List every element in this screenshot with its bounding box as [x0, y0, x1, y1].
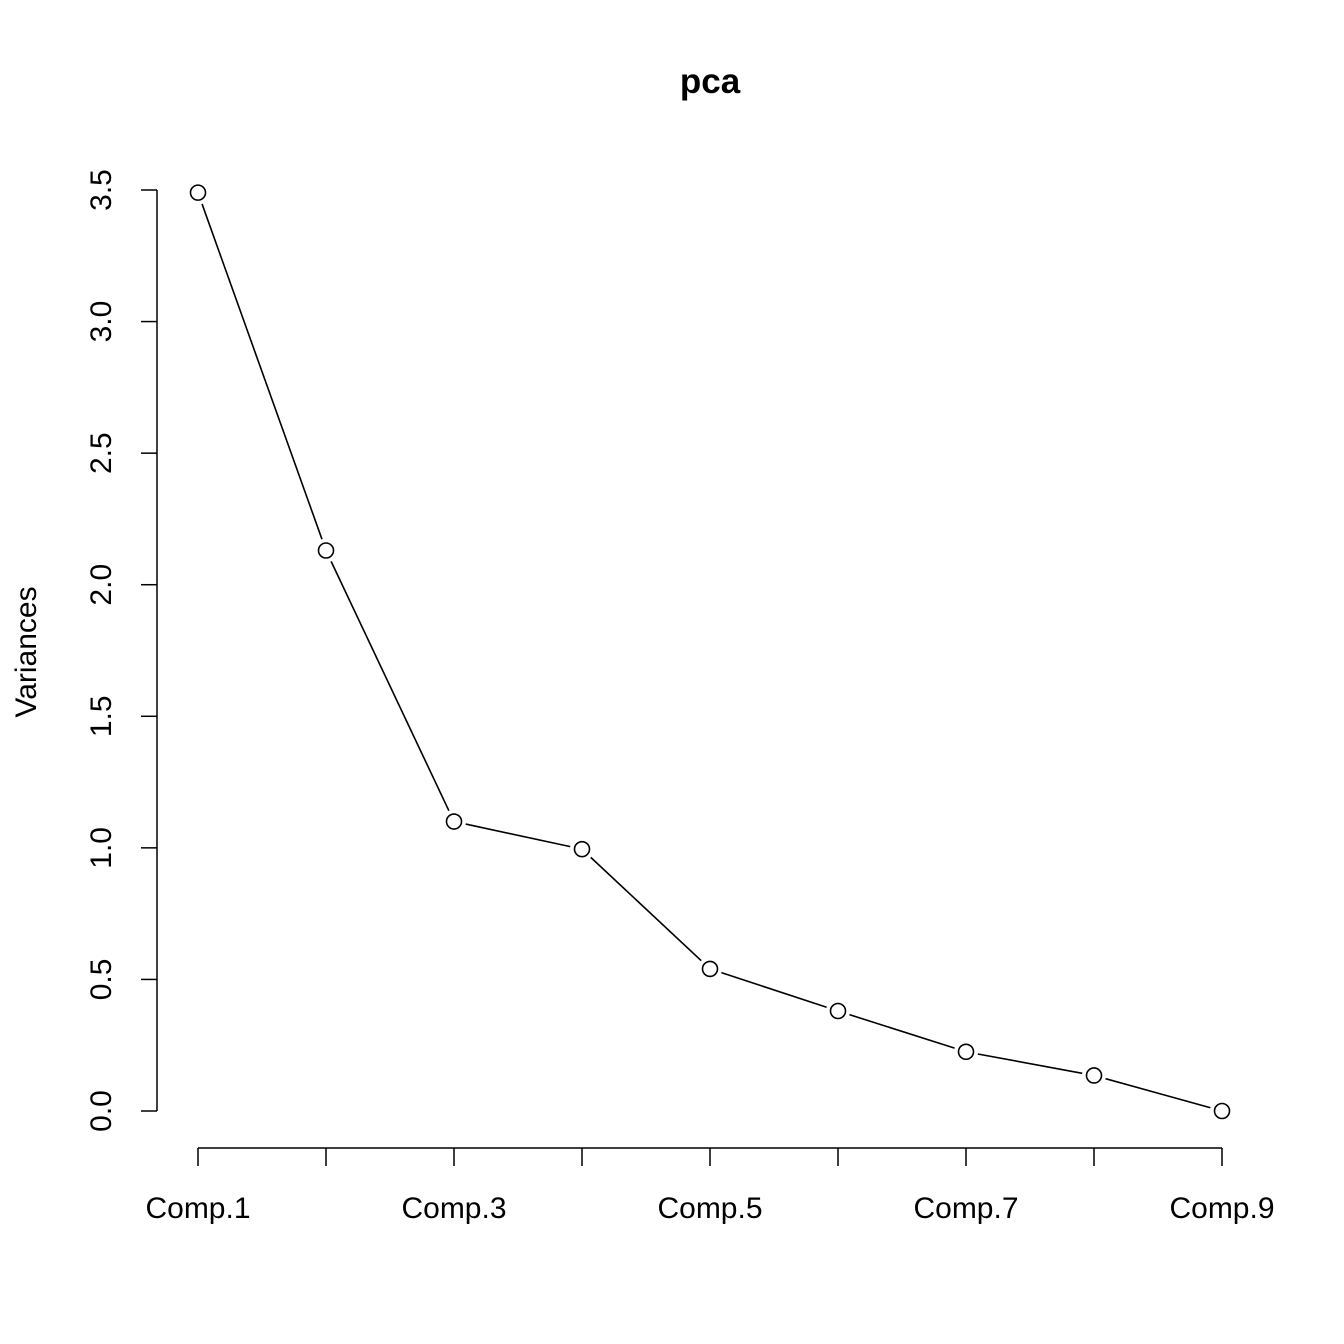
data-point — [1085, 1067, 1103, 1084]
series-segment — [201, 203, 323, 540]
y-tick-label: 2.5 — [85, 432, 118, 474]
data-point — [317, 542, 335, 559]
x-axis-ticks: Comp.1 Comp.3 Comp.5 Comp.7 Comp.9 — [145, 1148, 1275, 1225]
data-point — [957, 1043, 975, 1061]
series-segment — [849, 1013, 955, 1049]
chart-title: pca — [680, 62, 741, 101]
series-variances — [189, 184, 1231, 1120]
y-tick-label: 1.5 — [85, 695, 118, 737]
series-segment — [721, 971, 827, 1009]
y-tick-label: 0.0 — [85, 1090, 118, 1132]
data-point — [189, 184, 207, 201]
x-tick-label: Comp.9 — [1169, 1192, 1274, 1225]
y-tick-label: 2.0 — [85, 564, 118, 606]
series-segment — [465, 823, 571, 848]
x-tick-label: Comp.7 — [913, 1192, 1018, 1225]
series-segment — [330, 561, 450, 812]
series-segment — [590, 856, 702, 962]
x-tick-label: Comp.1 — [145, 1192, 250, 1225]
x-tick-label: Comp.5 — [657, 1192, 762, 1225]
y-tick-label: 1.0 — [85, 827, 118, 869]
y-axis-label: Variances — [10, 586, 43, 717]
data-point — [1213, 1102, 1231, 1120]
y-tick-label: 3.5 — [85, 169, 118, 211]
x-tick-label: Comp.3 — [401, 1192, 506, 1225]
y-axis-ticks: 0.0 0.5 1.0 1.5 2.0 2.5 3.0 3.5 — [85, 169, 157, 1132]
series-segment — [1105, 1077, 1211, 1109]
data-point — [445, 813, 463, 830]
y-tick-label: 0.5 — [85, 959, 118, 1001]
data-point — [701, 960, 719, 978]
series-segment — [977, 1053, 1083, 1075]
data-point — [829, 1002, 847, 1020]
y-tick-label: 3.0 — [85, 301, 118, 343]
data-point — [573, 840, 591, 858]
